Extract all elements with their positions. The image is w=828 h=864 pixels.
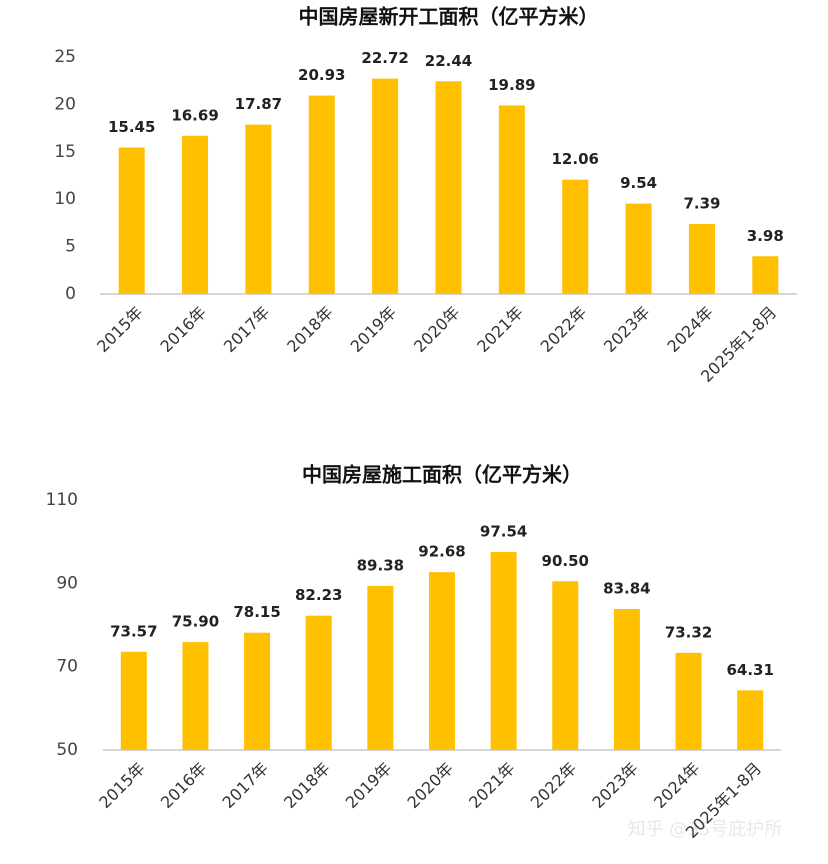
x-tick-label: 2018年	[280, 759, 334, 813]
bar	[675, 652, 702, 750]
chart-title: 中国房屋新开工面积（亿平方米）	[299, 5, 599, 29]
x-tick-label: 2016年	[157, 759, 211, 813]
bar	[562, 179, 589, 294]
value-label: 7.39	[683, 194, 720, 212]
y-tick-label: 50	[56, 740, 78, 760]
bar	[308, 95, 335, 294]
value-label: 22.72	[361, 49, 408, 67]
x-tick-label: 2015年	[93, 303, 147, 357]
bar	[429, 572, 455, 750]
value-label: 78.15	[233, 603, 280, 621]
x-tick-label: 2019年	[342, 759, 396, 813]
value-label: 19.89	[488, 76, 535, 94]
x-tick-label: 2022年	[537, 303, 591, 357]
x-tick-label: 2022年	[527, 759, 581, 813]
value-label: 16.69	[171, 106, 218, 124]
x-tick-label: 2024年	[663, 303, 717, 357]
y-tick-label: 5	[65, 237, 76, 257]
y-tick-label: 25	[54, 47, 76, 67]
bar	[118, 147, 145, 294]
bar	[490, 551, 517, 750]
value-label: 15.45	[108, 118, 155, 136]
x-tick-label: 2019年	[347, 303, 401, 357]
value-label: 22.44	[425, 52, 472, 70]
value-label: 3.98	[747, 227, 784, 245]
x-tick-label: 2015年	[95, 759, 149, 813]
value-label: 12.06	[552, 150, 599, 168]
bar	[613, 609, 640, 750]
bar	[245, 124, 272, 294]
y-tick-label: 110	[46, 490, 78, 510]
bar	[435, 81, 462, 294]
value-label: 9.54	[620, 174, 657, 192]
x-tick-label: 2017年	[220, 303, 274, 357]
x-tick-label: 2021年	[465, 759, 519, 813]
y-tick-label: 0	[65, 284, 76, 304]
value-label: 92.68	[418, 543, 465, 561]
x-tick-label: 2018年	[283, 303, 337, 357]
x-tick-label: 2021年	[473, 303, 527, 357]
bar	[737, 690, 764, 750]
value-label: 17.87	[235, 95, 282, 113]
y-tick-label: 20	[54, 94, 76, 114]
y-tick-label: 70	[56, 657, 78, 677]
bar	[752, 256, 779, 294]
x-tick-label: 2023年	[588, 759, 642, 813]
value-label: 83.84	[603, 580, 650, 598]
value-label: 75.90	[172, 613, 219, 631]
x-tick-label: 2023年	[600, 303, 654, 357]
chart-title: 中国房屋施工面积（亿平方米）	[302, 463, 582, 487]
bar	[688, 223, 715, 294]
bar	[244, 632, 271, 750]
x-tick-label: 2024年	[650, 759, 704, 813]
bar	[182, 642, 209, 750]
bar	[305, 615, 332, 750]
value-label: 20.93	[298, 66, 345, 84]
bar	[120, 651, 147, 750]
value-label: 82.23	[295, 586, 342, 604]
bar	[372, 78, 399, 294]
x-tick-label: 2016年	[157, 303, 211, 357]
x-tick-label: 2017年	[219, 759, 273, 813]
x-tick-label: 2020年	[403, 759, 457, 813]
watermark: 知乎 @35号庇护所	[628, 819, 783, 840]
x-tick-label: 2020年	[410, 303, 464, 357]
value-label: 64.31	[726, 661, 773, 679]
bar	[552, 581, 579, 750]
bar	[367, 585, 394, 750]
value-label: 89.38	[357, 556, 404, 574]
value-label: 90.50	[542, 552, 589, 570]
value-label: 97.54	[480, 522, 527, 540]
bar	[498, 105, 525, 294]
value-label: 73.32	[665, 623, 712, 641]
y-tick-label: 15	[54, 142, 76, 162]
y-tick-label: 10	[54, 189, 76, 209]
value-label: 73.57	[110, 622, 157, 640]
bar	[182, 135, 209, 294]
bar	[625, 203, 652, 294]
y-tick-label: 90	[56, 573, 78, 593]
